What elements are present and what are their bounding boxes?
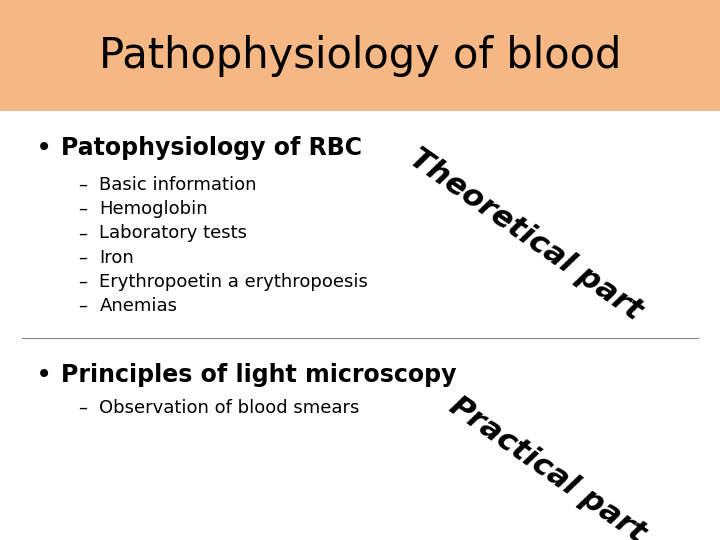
Text: –: – (78, 399, 87, 417)
Text: –: – (78, 273, 87, 291)
Text: –: – (78, 297, 87, 315)
Text: –: – (78, 200, 87, 218)
Text: Hemoglobin: Hemoglobin (99, 200, 208, 218)
Text: –: – (78, 224, 87, 242)
Text: Observation of blood smears: Observation of blood smears (99, 399, 360, 417)
Text: Patophysiology of RBC: Patophysiology of RBC (61, 137, 362, 160)
Text: Laboratory tests: Laboratory tests (99, 224, 248, 242)
Text: Erythropoetin a erythropoesis: Erythropoetin a erythropoesis (99, 273, 368, 291)
Text: Iron: Iron (99, 248, 134, 267)
Text: •: • (36, 361, 53, 389)
Text: –: – (78, 248, 87, 267)
FancyBboxPatch shape (0, 0, 720, 111)
Text: Theoretical part: Theoretical part (404, 144, 647, 326)
Text: Principles of light microscopy: Principles of light microscopy (61, 363, 456, 387)
Text: –: – (78, 176, 87, 194)
Text: •: • (36, 134, 53, 163)
Text: Basic information: Basic information (99, 176, 257, 194)
Text: Anemias: Anemias (99, 297, 177, 315)
Text: Pathophysiology of blood: Pathophysiology of blood (99, 35, 621, 77)
Text: Practical part: Practical part (444, 392, 651, 540)
